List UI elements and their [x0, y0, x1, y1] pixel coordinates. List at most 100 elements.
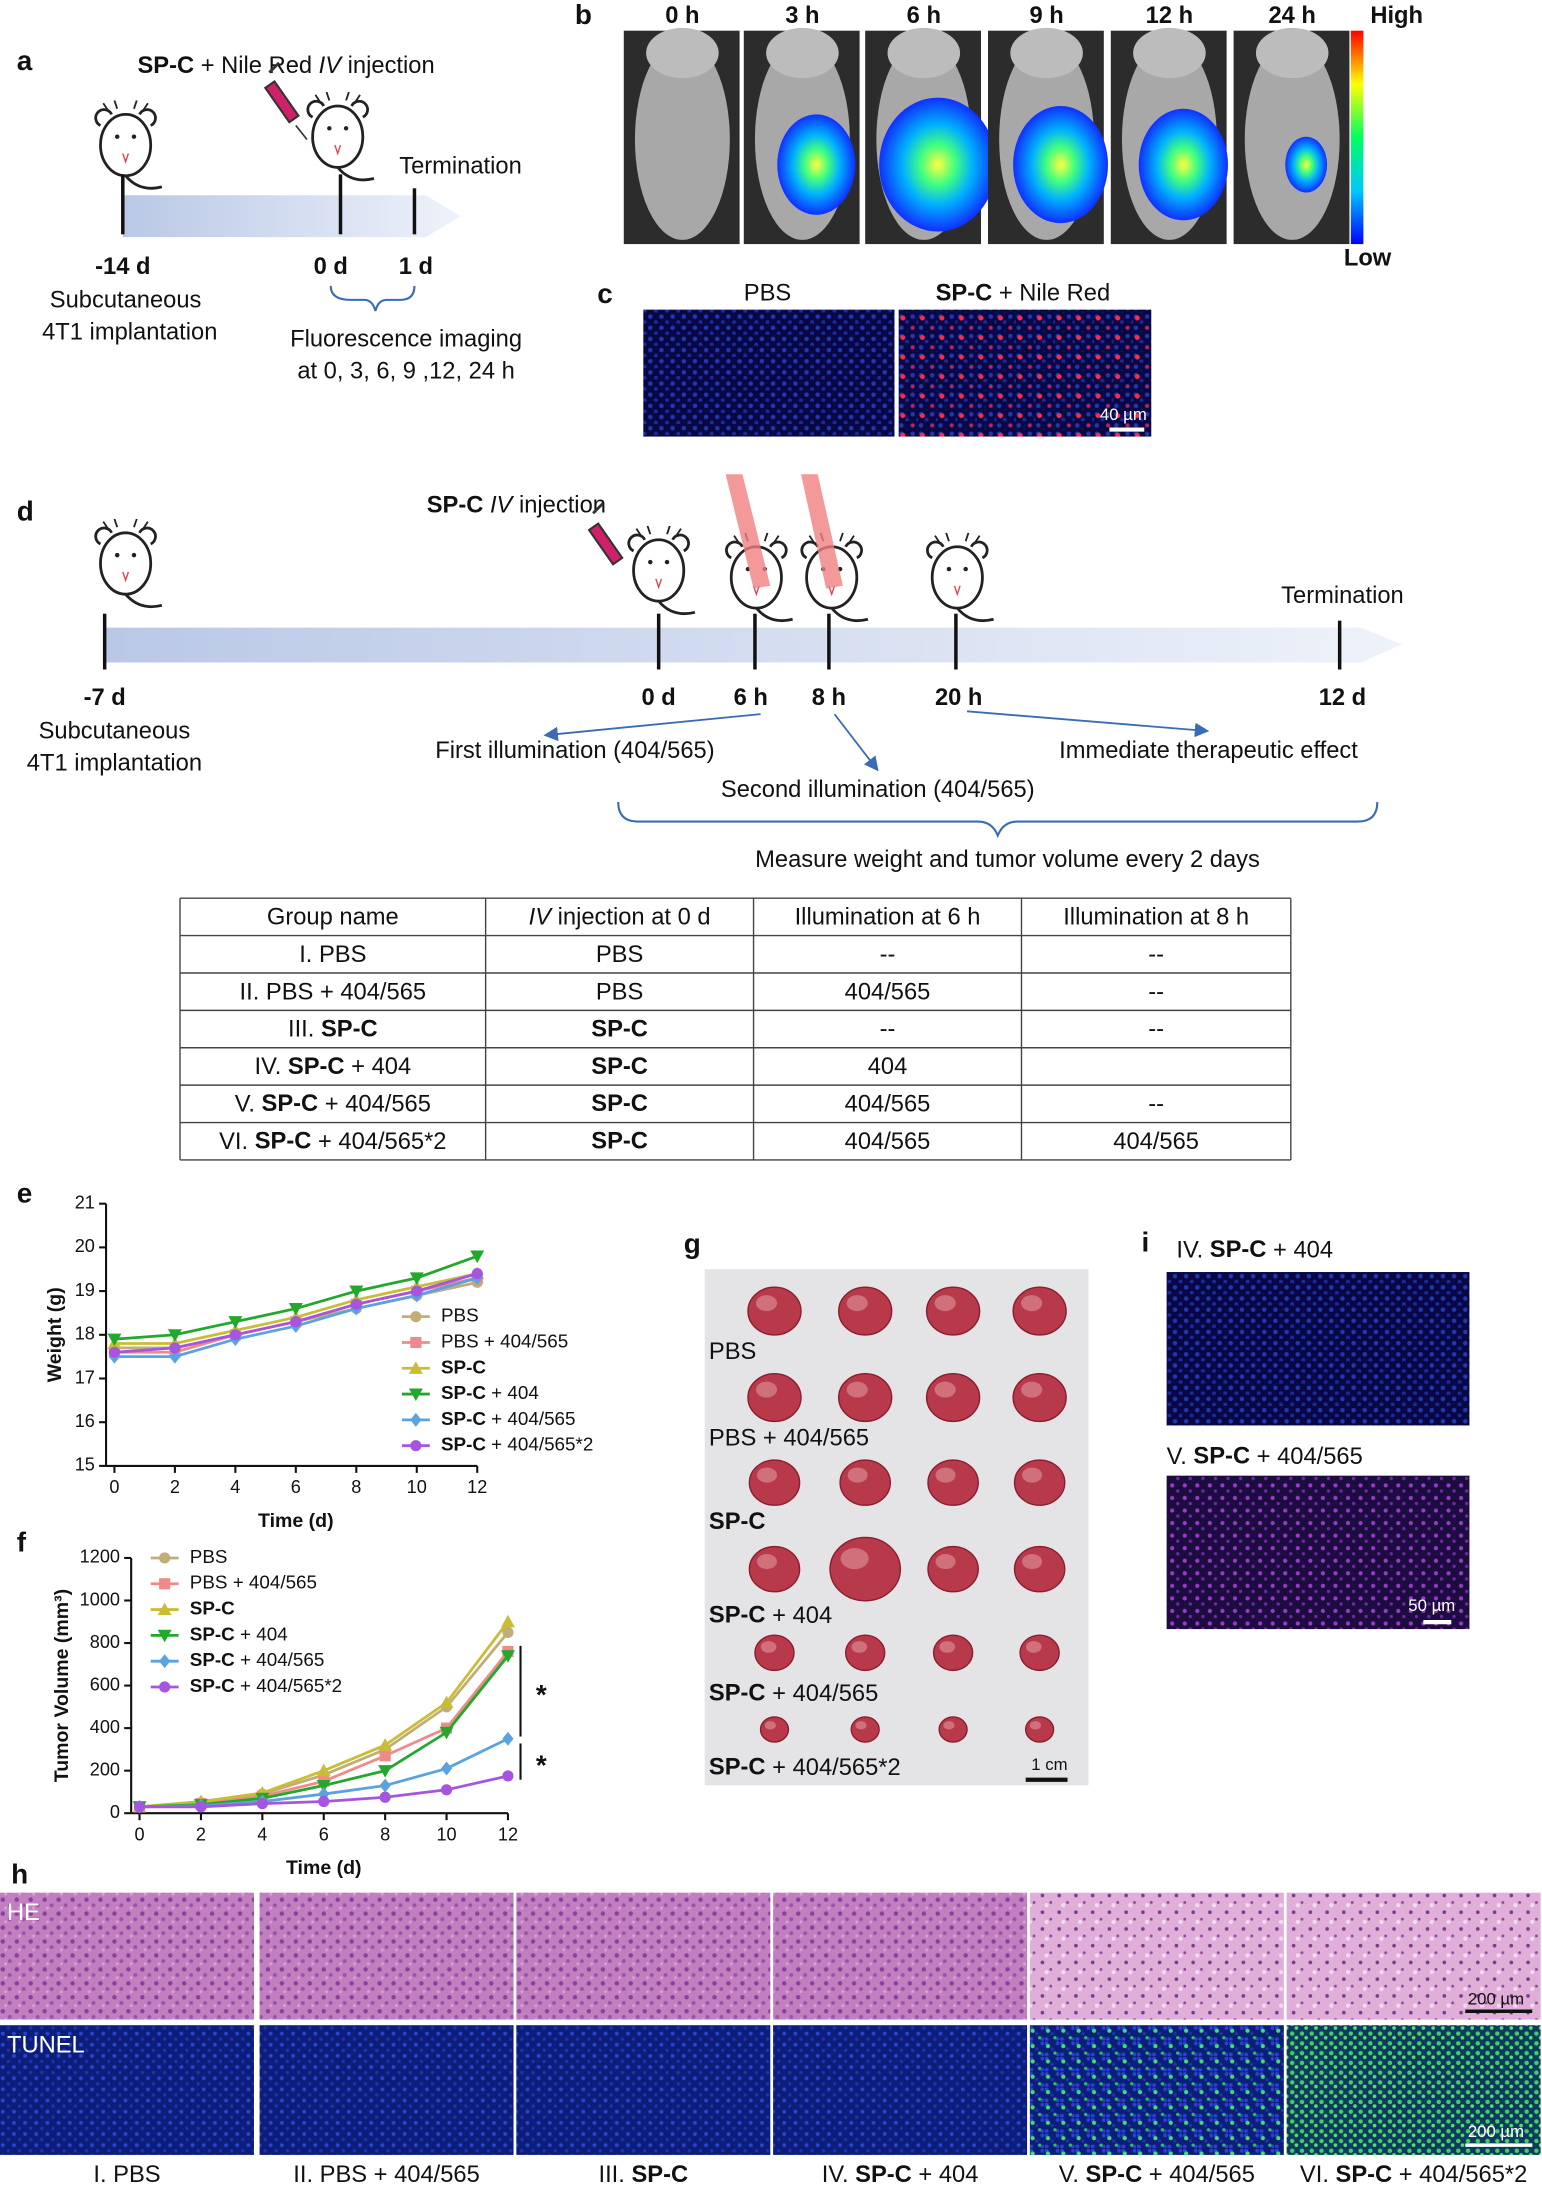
he-image — [259, 1892, 514, 2020]
time-label: 1 d — [399, 254, 433, 280]
marker — [379, 1791, 391, 1803]
y-tick-label: 400 — [90, 1717, 120, 1737]
group-label: SP-C — [709, 1509, 766, 1535]
marker — [169, 1349, 181, 1364]
tunel-image — [516, 2025, 771, 2155]
marker — [288, 1302, 303, 1316]
marker — [256, 1798, 268, 1810]
tunel-image — [1286, 2025, 1541, 2155]
bold-text: SP-C — [1086, 2162, 1143, 2187]
mouse-icon — [627, 525, 697, 616]
legend-label: SP-C + 404 — [190, 1623, 288, 1644]
tumor — [837, 1286, 893, 1336]
y-tick-label: 800 — [90, 1632, 120, 1652]
tumor-highlight — [760, 1641, 777, 1653]
table-cell: -- — [1148, 1017, 1164, 1043]
marker — [440, 1784, 453, 1796]
panel-letter: c — [597, 278, 613, 309]
bold-text: SP-C — [441, 1356, 486, 1377]
marker — [379, 1778, 391, 1793]
marker — [316, 1779, 331, 1793]
table-cell: 404/565 — [845, 1129, 931, 1155]
y-axis-label: Tumor Volume (mm³) — [51, 1589, 73, 1782]
y-tick-label: 20 — [75, 1236, 95, 1256]
tumor-highlight — [935, 1467, 956, 1483]
bold-text: SP-C — [709, 1681, 766, 1707]
group-label: SP-C + 404/565 — [709, 1681, 878, 1707]
measure-label: Measure weight and tumor volume every 2 … — [755, 847, 1260, 873]
x-tick-label: 4 — [230, 1477, 240, 1497]
image-label: PBS — [744, 281, 791, 307]
tumor-highlight — [846, 1381, 868, 1398]
light-beam — [725, 474, 771, 589]
tumor — [747, 1373, 802, 1423]
tumor-highlight — [755, 1381, 778, 1398]
termination-label: Termination — [1281, 583, 1404, 609]
tunel-image — [259, 2025, 514, 2155]
he-image — [516, 1892, 771, 2020]
bold-text: SP-C — [137, 53, 194, 79]
tumor-highlight — [1025, 1641, 1042, 1653]
tumor — [927, 1459, 979, 1506]
tumor-highlight — [934, 1295, 956, 1312]
y-tick-label: 200 — [90, 1759, 120, 1779]
marker — [439, 1726, 454, 1740]
marker — [439, 1695, 454, 1709]
marker — [159, 1654, 171, 1669]
time-label: 0 d — [314, 254, 348, 280]
group-table: Group name IV injection at 0 d Illuminatio… — [179, 897, 1292, 1161]
scale-label: 200 µm — [1468, 2122, 1524, 2141]
legend-label: PBS — [441, 1305, 479, 1326]
x-tick-label: 2 — [170, 1477, 180, 1497]
bold-text: SP-C — [190, 1675, 235, 1696]
tumor-highlight — [755, 1295, 778, 1312]
timeline-arrow — [122, 195, 461, 238]
group-label: IV. SP-C + 404 — [822, 2162, 979, 2187]
marker — [502, 1770, 514, 1782]
y-tick-label: 17 — [75, 1367, 95, 1387]
tumor — [938, 1716, 968, 1743]
y-tick-label: 600 — [90, 1674, 120, 1694]
group-label: PBS — [709, 1339, 756, 1365]
y-tick-label: 19 — [75, 1280, 95, 1300]
scale-label: 200 µm — [1468, 1990, 1524, 2009]
y-tick-label: 18 — [75, 1324, 95, 1344]
table-cell: 404/565 — [845, 1091, 931, 1117]
tumor-highlight — [939, 1641, 956, 1653]
x-tick-label: 2 — [196, 1824, 206, 1844]
implant-label: Subcutaneous — [50, 288, 202, 314]
scale-label: 50 µm — [1408, 1596, 1455, 1615]
table-cell: IV. SP-C + 404 — [255, 1054, 412, 1080]
bold-text: SP-C — [936, 281, 993, 307]
y-tick-label: 21 — [75, 1192, 95, 1212]
he-image — [1286, 1892, 1541, 2020]
group-label: PBS + 404/565 — [709, 1426, 869, 1452]
bold-text: SP-C — [255, 1129, 312, 1155]
x-axis-label: Time (d) — [286, 1857, 362, 1879]
tumor-highlight — [847, 1467, 868, 1483]
tumor-highlight — [756, 1554, 778, 1570]
bold-text: SP-C — [262, 1091, 319, 1117]
time-label: 6 h — [907, 3, 941, 29]
syringe — [587, 502, 624, 566]
marker — [411, 1285, 423, 1297]
tumor-highlight — [934, 1381, 956, 1398]
tumor — [927, 1545, 979, 1593]
x-tick-label: 8 — [351, 1477, 361, 1497]
marker — [229, 1329, 241, 1341]
micrograph — [898, 309, 1152, 437]
bold-text: SP-C — [1210, 1237, 1267, 1263]
table-header: Illumination at 6 h — [795, 905, 981, 931]
mouse-head — [887, 27, 961, 79]
tumor-highlight — [943, 1721, 955, 1730]
mouse-icon — [926, 532, 995, 623]
tumor — [925, 1286, 981, 1336]
tumor — [759, 1716, 790, 1743]
tumor — [748, 1545, 801, 1593]
bold-text: SP-C — [441, 1382, 486, 1403]
marker — [159, 1681, 171, 1693]
legend-label: SP-C — [190, 1598, 235, 1619]
tumor — [829, 1536, 902, 1602]
colorbar-high: High — [1370, 3, 1423, 29]
